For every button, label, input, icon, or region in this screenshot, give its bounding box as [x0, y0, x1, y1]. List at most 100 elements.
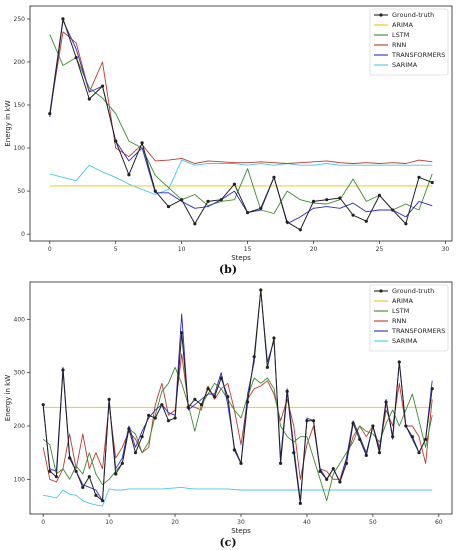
- data-point-ground-truth: [298, 228, 302, 232]
- data-point-ground-truth: [41, 403, 45, 407]
- legend-label-sarima: SARIMA: [392, 337, 418, 345]
- data-point-ground-truth: [417, 175, 421, 179]
- data-point-ground-truth: [127, 427, 131, 431]
- data-point-ground-truth: [391, 208, 395, 212]
- data-point-ground-truth: [114, 139, 118, 143]
- x-axis-label: Steps: [231, 527, 251, 535]
- data-point-ground-truth: [140, 435, 144, 439]
- y-tick-label: 250: [14, 16, 26, 23]
- data-point-ground-truth: [87, 475, 91, 479]
- data-point-ground-truth: [219, 376, 223, 380]
- data-point-ground-truth: [338, 196, 342, 200]
- data-point-ground-truth: [377, 451, 382, 455]
- data-point-ground-truth: [160, 403, 164, 407]
- figure-caption: (b): [219, 263, 237, 276]
- data-point-ground-truth: [173, 416, 177, 420]
- legend-marker-ground-truth: [379, 13, 383, 17]
- data-point-ground-truth: [180, 198, 184, 202]
- data-point-ground-truth: [318, 469, 322, 473]
- x-tick-label: 0: [41, 519, 45, 526]
- data-point-ground-truth: [424, 437, 428, 441]
- data-point-ground-truth: [351, 213, 355, 217]
- data-point-ground-truth: [166, 204, 171, 209]
- data-point-ground-truth: [371, 424, 375, 428]
- data-point-ground-truth: [259, 288, 263, 292]
- data-point-ground-truth: [226, 395, 230, 399]
- data-point-ground-truth: [140, 141, 144, 145]
- data-point-ground-truth: [252, 355, 256, 359]
- x-tick-label: 0: [48, 246, 52, 253]
- data-point-ground-truth: [325, 477, 329, 481]
- data-point-ground-truth: [364, 219, 368, 223]
- legend: [369, 8, 449, 76]
- data-point-ground-truth: [272, 336, 276, 340]
- x-tick-label: 5: [114, 246, 118, 253]
- data-point-ground-truth: [331, 467, 335, 471]
- x-tick-label: 15: [244, 246, 252, 253]
- data-point-ground-truth: [61, 17, 65, 21]
- legend: [369, 284, 449, 352]
- data-point-ground-truth: [193, 397, 197, 401]
- legend-label-lstm: LSTM: [392, 307, 409, 315]
- data-point-ground-truth: [232, 448, 237, 452]
- x-tick-label: 50: [369, 519, 377, 526]
- data-point-ground-truth: [285, 220, 289, 224]
- data-point-ground-truth: [245, 210, 250, 215]
- data-point-ground-truth: [74, 469, 78, 473]
- legend-label-rnn: RNN: [392, 317, 406, 325]
- data-point-ground-truth: [430, 387, 434, 391]
- legend-label-ground-truth: Ground-truth: [392, 287, 434, 295]
- legend-label-ground-truth: Ground-truth: [392, 11, 434, 19]
- data-point-ground-truth: [87, 97, 91, 101]
- data-point-ground-truth: [107, 397, 111, 401]
- data-point-ground-truth: [351, 421, 355, 425]
- data-point-ground-truth: [54, 475, 58, 479]
- data-point-ground-truth: [94, 493, 98, 497]
- x-tick-label: 10: [178, 246, 186, 253]
- data-point-ground-truth: [245, 400, 250, 404]
- data-point-ground-truth: [114, 472, 118, 476]
- data-point-ground-truth: [186, 405, 190, 409]
- x-tick-label: 20: [310, 246, 318, 253]
- chart-c: 0 10 20 30 40 50 60 100 200 300 400 Steps Energy in …: [4, 281, 453, 549]
- data-point-ground-truth: [100, 499, 105, 503]
- figure-caption: (c): [219, 536, 236, 549]
- x-tick-label: 10: [105, 519, 113, 526]
- y-tick-label: 150: [14, 102, 26, 109]
- data-point-ground-truth: [325, 198, 329, 202]
- data-point-ground-truth: [305, 419, 309, 423]
- legend-label-transformers: TRANSFORMERS: [391, 51, 445, 59]
- data-point-ground-truth: [377, 193, 382, 197]
- y-tick-label: 200: [14, 423, 26, 430]
- data-point-ground-truth: [417, 451, 421, 455]
- data-point-ground-truth: [364, 453, 368, 457]
- data-point-ground-truth: [311, 419, 316, 423]
- data-point-ground-truth: [391, 435, 395, 439]
- data-point-ground-truth: [278, 461, 283, 465]
- y-tick-label: 100: [14, 145, 26, 152]
- data-point-ground-truth: [206, 387, 210, 391]
- x-axis-label: Steps: [231, 254, 251, 262]
- x-tick-label: 25: [376, 246, 384, 253]
- data-point-ground-truth: [404, 424, 408, 428]
- data-point-ground-truth: [67, 456, 72, 460]
- data-point-ground-truth: [292, 451, 296, 455]
- y-tick-label: 100: [14, 476, 26, 483]
- data-point-ground-truth: [61, 368, 65, 372]
- legend-label-lstm: LSTM: [392, 31, 409, 39]
- x-tick-label: 30: [237, 519, 245, 526]
- y-tick-label: 400: [14, 316, 26, 323]
- series-line-lstm: [49, 34, 433, 214]
- data-point-ground-truth: [147, 413, 151, 417]
- chart-b: 0 5 10 15 20 25 30 0 50 100 150 200 250 Steps Energy i…: [4, 5, 453, 276]
- legend-label-arima: ARIMA: [392, 21, 413, 29]
- data-point-ground-truth: [199, 403, 204, 407]
- data-point-ground-truth: [430, 180, 434, 185]
- data-point-ground-truth: [358, 437, 362, 441]
- data-point-ground-truth: [239, 461, 243, 465]
- data-point-ground-truth: [311, 199, 316, 204]
- data-point-ground-truth: [265, 365, 269, 369]
- data-point-ground-truth: [384, 400, 388, 404]
- series-line-sarima: [49, 159, 433, 195]
